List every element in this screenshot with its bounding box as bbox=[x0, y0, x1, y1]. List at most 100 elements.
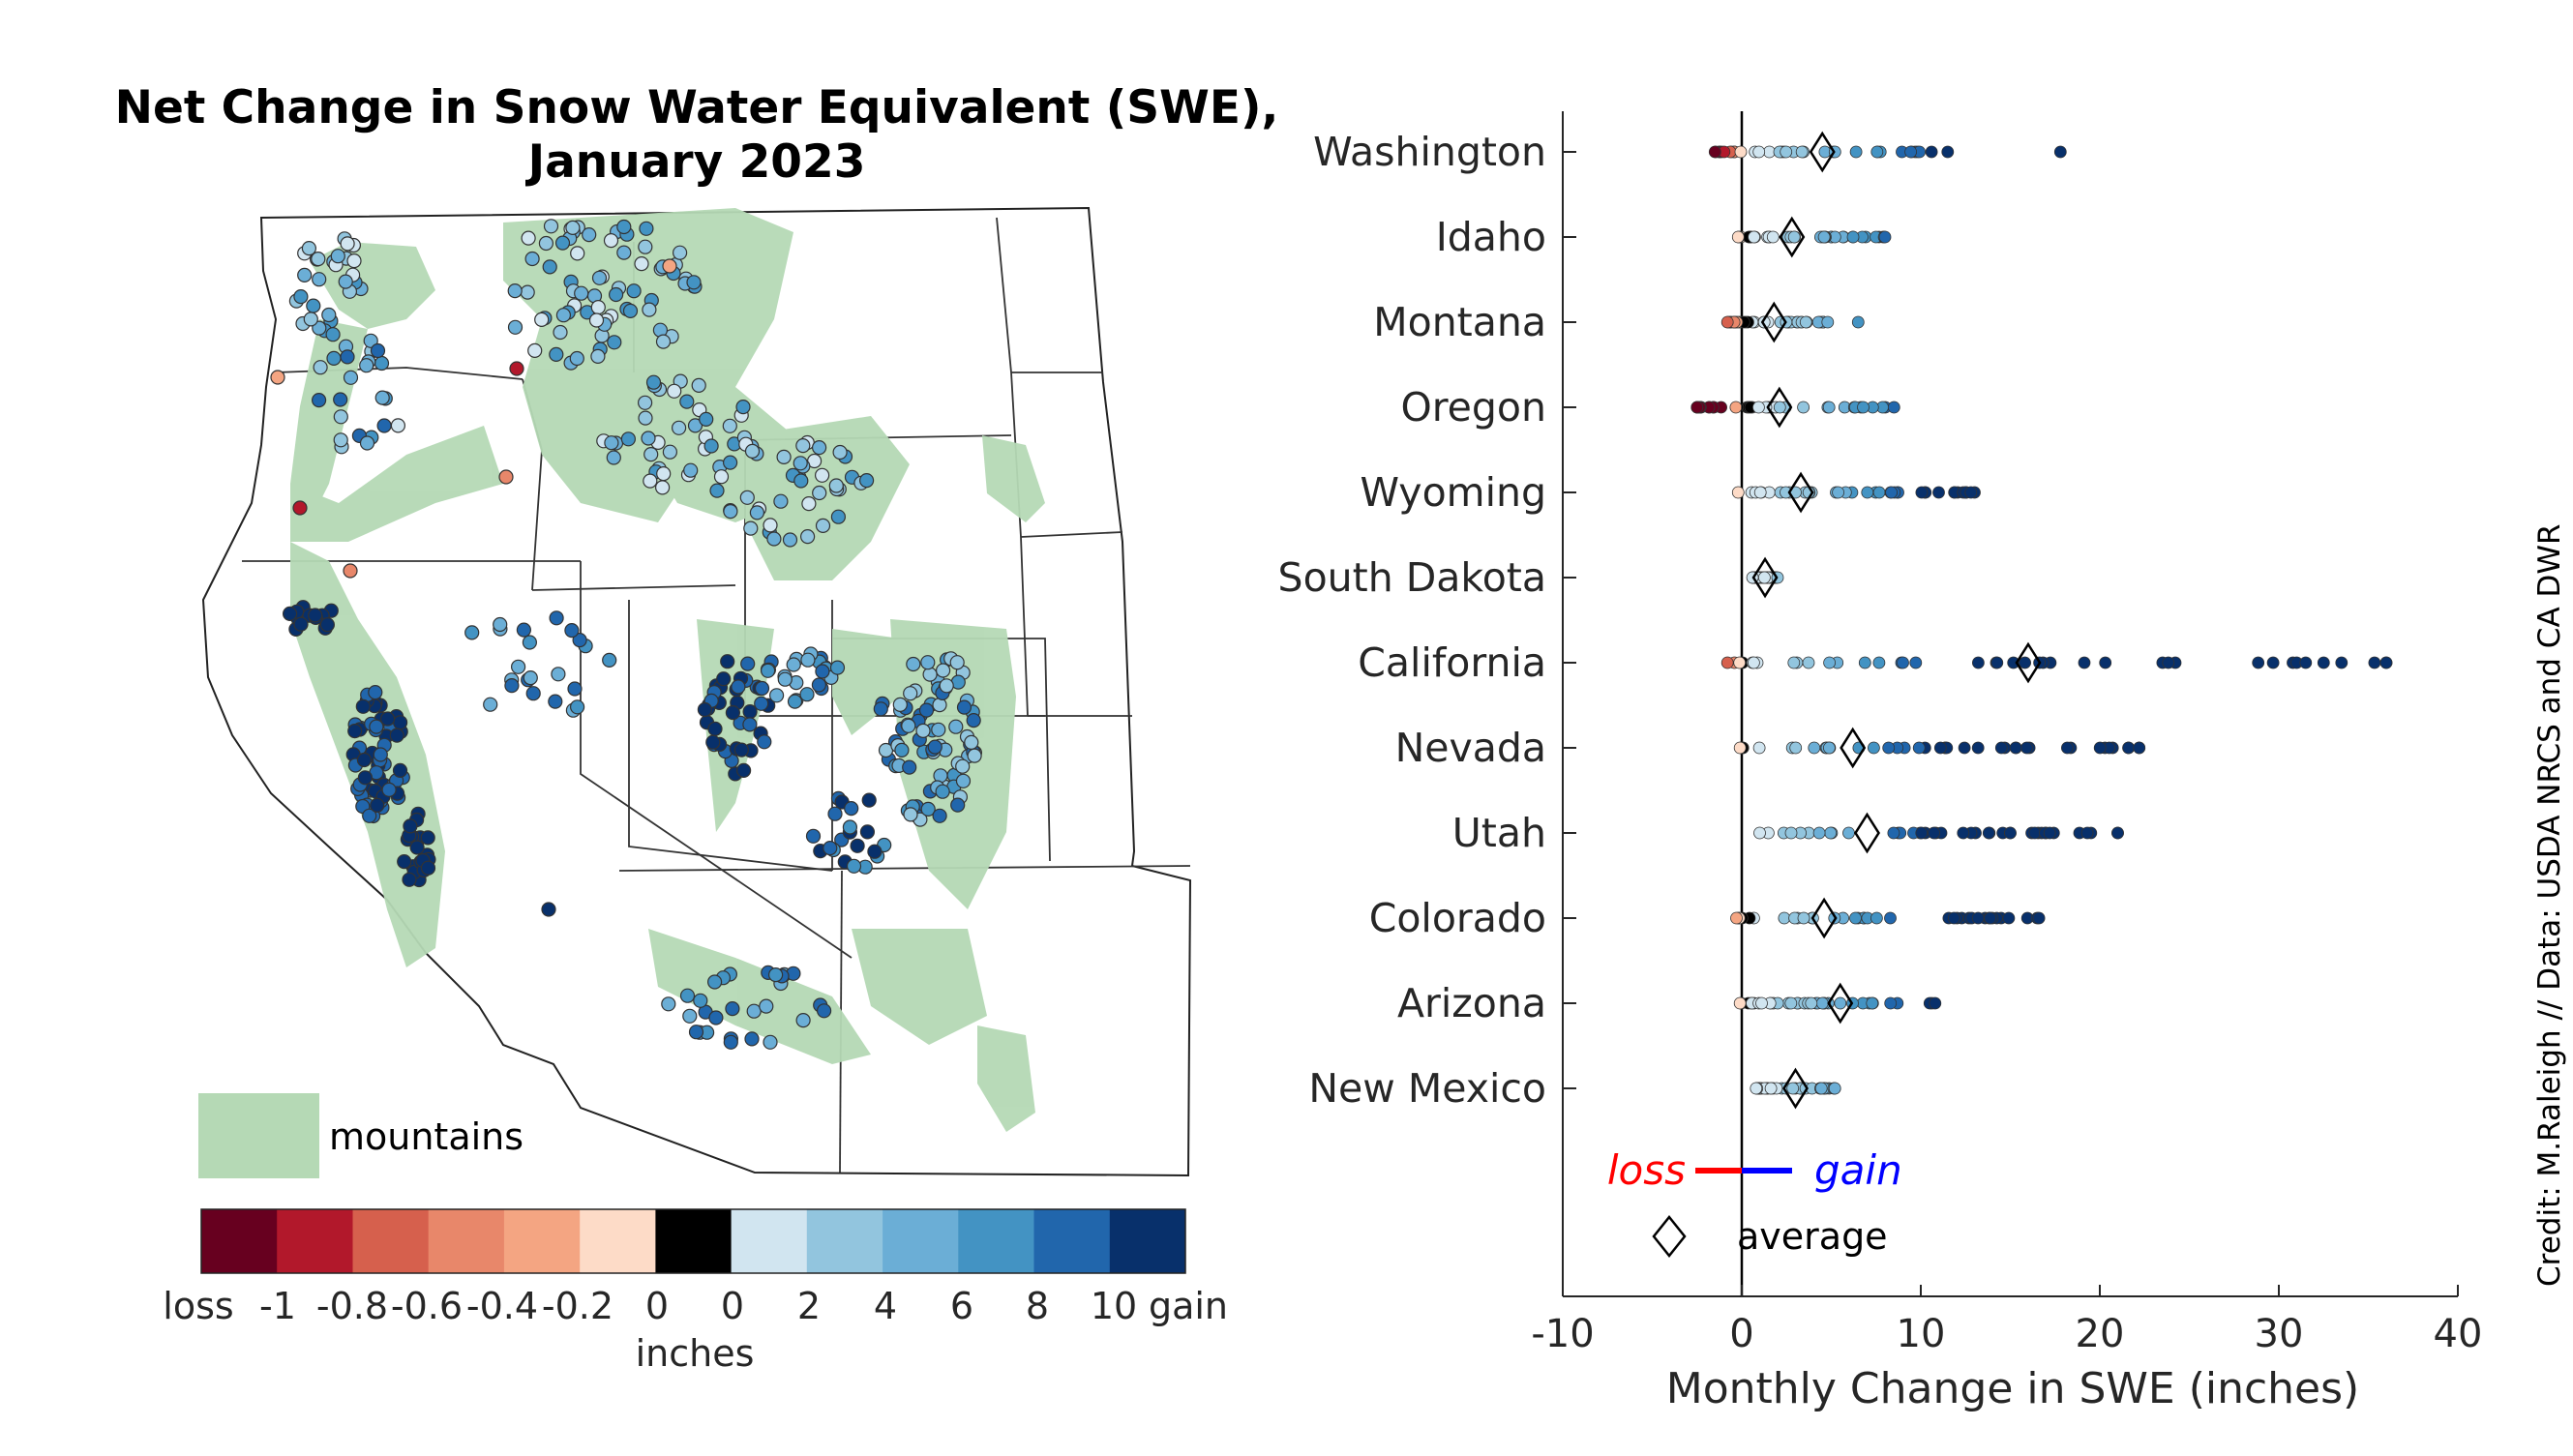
station-marker bbox=[333, 392, 348, 407]
station-marker bbox=[682, 1008, 698, 1024]
station-marker bbox=[607, 335, 622, 350]
state-label: Colorado bbox=[1369, 895, 1546, 941]
mountains-legend-swatch bbox=[198, 1093, 319, 1178]
colorbar-tick-label: -1 bbox=[259, 1285, 296, 1327]
station-marker bbox=[493, 616, 508, 633]
station-marker bbox=[656, 466, 672, 482]
station-marker bbox=[815, 518, 831, 534]
data-point bbox=[1990, 656, 2004, 669]
station-marker bbox=[616, 219, 632, 235]
station-marker bbox=[956, 699, 972, 715]
data-point bbox=[1733, 741, 1747, 755]
station-marker bbox=[642, 302, 657, 317]
colorbar-tick-label: 8 bbox=[1026, 1285, 1049, 1327]
data-point bbox=[1933, 741, 1947, 755]
data-point bbox=[2053, 145, 2067, 159]
data-point bbox=[2252, 656, 2265, 669]
station-marker bbox=[662, 444, 678, 460]
data-point bbox=[1887, 401, 1900, 414]
station-marker bbox=[392, 762, 408, 779]
x-tick-label: 30 bbox=[2255, 1312, 2304, 1356]
station-marker bbox=[565, 220, 581, 235]
mountain-area bbox=[290, 426, 503, 542]
station-marker bbox=[420, 860, 436, 876]
station-marker bbox=[861, 792, 877, 808]
data-point bbox=[1758, 571, 1771, 584]
station-marker bbox=[338, 274, 353, 289]
station-marker bbox=[340, 349, 355, 365]
station-marker bbox=[606, 450, 621, 465]
colorbar-tick-label: -0.6 bbox=[391, 1285, 463, 1327]
data-point bbox=[1994, 741, 2008, 755]
station-marker bbox=[830, 509, 847, 524]
station-marker bbox=[516, 622, 532, 638]
station-marker bbox=[918, 702, 935, 718]
station-marker bbox=[538, 235, 554, 252]
station-marker bbox=[927, 739, 942, 755]
average-legend-label: average bbox=[1737, 1215, 1888, 1258]
colorbar-swatch bbox=[1109, 1209, 1186, 1273]
station-marker bbox=[731, 679, 746, 695]
station-marker bbox=[661, 996, 676, 1012]
data-point bbox=[1755, 996, 1768, 1010]
station-marker bbox=[343, 370, 359, 385]
data-point bbox=[1817, 230, 1831, 244]
colorbar-tick-label: 0 bbox=[721, 1285, 744, 1327]
station-marker bbox=[812, 485, 827, 501]
data-point bbox=[1882, 741, 1896, 755]
station-marker bbox=[679, 394, 695, 409]
station-marker bbox=[520, 284, 535, 300]
station-marker bbox=[564, 622, 580, 639]
data-point bbox=[1731, 230, 1745, 244]
station-marker bbox=[591, 270, 608, 285]
station-marker bbox=[347, 723, 363, 739]
station-marker bbox=[393, 715, 408, 730]
station-marker bbox=[844, 800, 859, 817]
station-marker bbox=[811, 440, 827, 456]
data-point bbox=[1797, 911, 1810, 925]
station-marker bbox=[376, 418, 392, 433]
station-marker bbox=[523, 669, 538, 686]
colorbar-unit-label: inches bbox=[636, 1332, 755, 1375]
state-label: Idaho bbox=[1436, 214, 1546, 260]
data-point bbox=[1947, 911, 1960, 925]
station-marker bbox=[935, 784, 950, 799]
data-point bbox=[2317, 656, 2330, 669]
station-marker bbox=[742, 703, 758, 720]
mountain-area bbox=[648, 929, 871, 1064]
colorbar-swatch bbox=[883, 1209, 959, 1273]
data-point bbox=[1904, 145, 1917, 159]
data-point bbox=[1752, 401, 1765, 414]
data-point bbox=[1849, 911, 1862, 925]
data-point bbox=[2379, 656, 2393, 669]
data-point bbox=[1730, 911, 1743, 925]
station-marker bbox=[369, 719, 384, 734]
station-marker bbox=[312, 393, 327, 408]
station-marker bbox=[346, 253, 362, 269]
station-marker bbox=[312, 272, 327, 287]
station-marker bbox=[805, 828, 822, 844]
station-marker bbox=[321, 307, 337, 323]
station-marker bbox=[903, 807, 918, 822]
station-marker bbox=[739, 490, 755, 505]
data-point bbox=[1857, 401, 1870, 414]
station-marker bbox=[892, 697, 908, 713]
station-marker bbox=[759, 998, 774, 1014]
average-marker bbox=[2015, 641, 2042, 684]
state-label: Wyoming bbox=[1360, 469, 1546, 516]
station-marker bbox=[688, 1025, 704, 1040]
data-point bbox=[1823, 656, 1836, 669]
station-marker bbox=[374, 355, 390, 371]
station-marker bbox=[955, 758, 971, 774]
colorbar-swatch bbox=[352, 1209, 430, 1273]
data-point bbox=[2060, 741, 2074, 755]
data-point bbox=[1832, 486, 1844, 499]
mountain-area bbox=[745, 416, 910, 580]
state-label: Nevada bbox=[1395, 725, 1546, 771]
data-point bbox=[2004, 826, 2017, 840]
station-marker bbox=[811, 677, 827, 693]
station-marker bbox=[713, 469, 730, 485]
colorbar-tick-label: 0 bbox=[645, 1285, 669, 1327]
